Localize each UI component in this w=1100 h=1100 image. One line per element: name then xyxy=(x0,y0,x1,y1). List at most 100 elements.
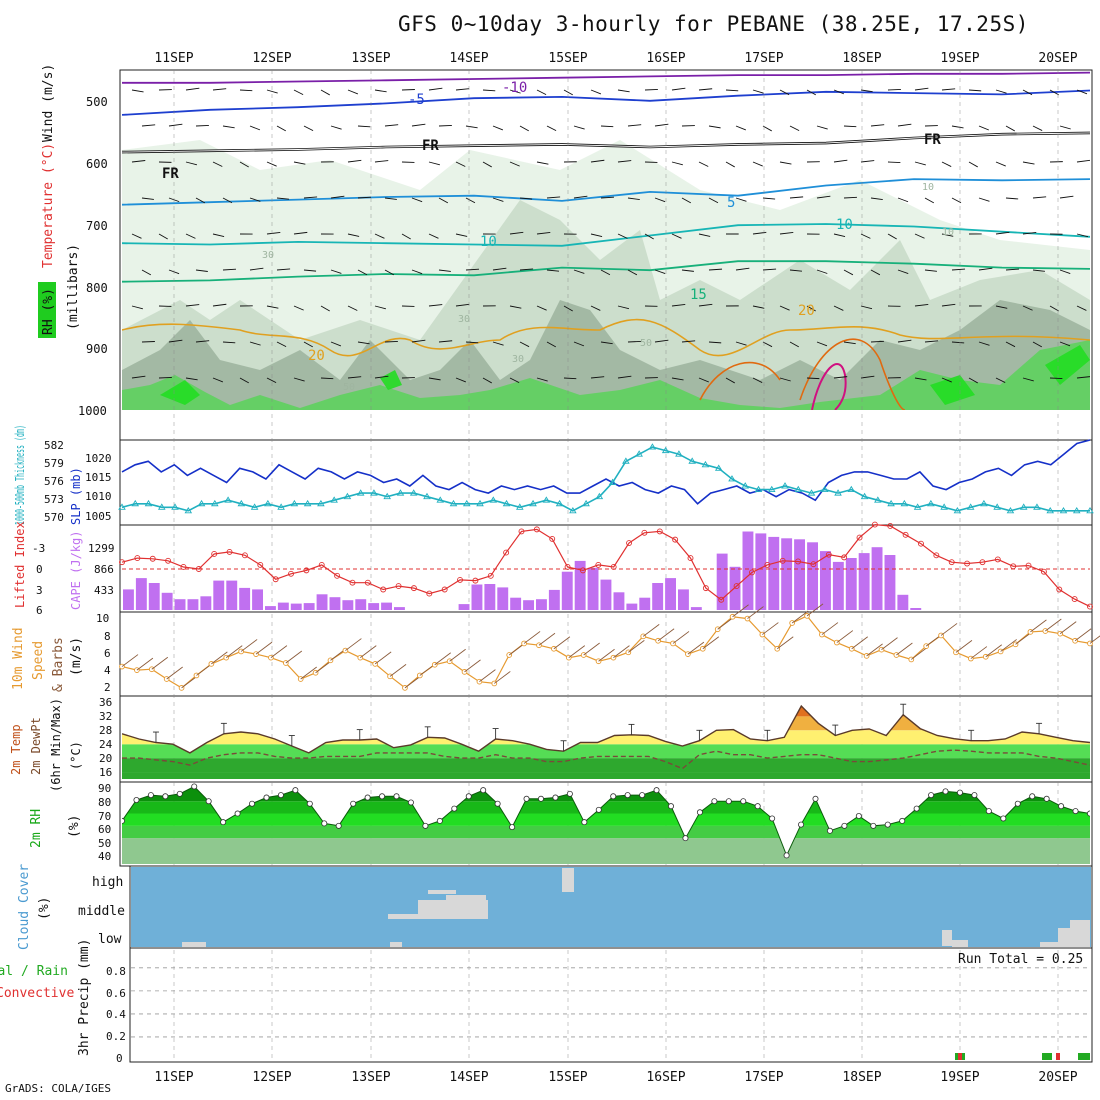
thickness-point xyxy=(927,499,935,507)
rh-shading xyxy=(122,340,1090,410)
wind-barb xyxy=(1059,269,1071,274)
cloud-background xyxy=(131,867,1091,947)
cloud-axis: high middle low Cloud Cover (%) xyxy=(17,864,125,950)
ylabel-wind: Wind (m/s) xyxy=(41,64,56,142)
wind-barb xyxy=(141,341,155,343)
rh2m-point xyxy=(1087,810,1090,817)
wind-barb xyxy=(357,196,372,199)
wind-barb xyxy=(654,339,669,343)
thickness-point xyxy=(436,496,445,503)
cape-bar xyxy=(768,536,780,610)
legend-total-rain: Total / Rain xyxy=(0,964,68,979)
wind-barb xyxy=(1049,377,1063,380)
day-label-top: 15SEP xyxy=(548,51,587,66)
wind-barb xyxy=(293,305,304,311)
wind-barb xyxy=(249,197,261,202)
rh-band xyxy=(135,788,1052,802)
wind-barb-10m xyxy=(672,631,690,644)
thickness-point xyxy=(529,499,537,507)
wind-barb-10m xyxy=(449,648,466,662)
wind-barb xyxy=(833,233,846,238)
thickness-point xyxy=(449,499,458,507)
rh2m-point xyxy=(350,800,357,807)
day-label-top: 13SEP xyxy=(351,51,390,66)
wind-barb-10m xyxy=(911,647,928,660)
rh-tick-90: 90 xyxy=(98,782,111,795)
wind-barb xyxy=(698,161,709,167)
wind-barb xyxy=(843,196,857,199)
contour-label: 10 xyxy=(836,217,853,233)
wind-barb xyxy=(266,89,278,94)
day-label-bottom: 11SEP xyxy=(154,1070,193,1085)
precip-bar xyxy=(958,1053,962,1060)
temp-band xyxy=(122,744,1090,759)
chart-title: GFS 0~10day 3-hourly for PEBANE (38.25E,… xyxy=(398,12,1029,36)
rh2m-point xyxy=(1072,808,1079,815)
wind-barb xyxy=(546,125,557,132)
wind-barb xyxy=(222,268,237,271)
wind-barb xyxy=(303,341,313,348)
thickness-point xyxy=(224,496,232,503)
wind-barb xyxy=(563,89,573,96)
cape-bar xyxy=(148,583,160,610)
slp-axis: 582 579 576 573 570 1020 1015 1010 1005 … xyxy=(13,425,112,525)
cape-bar xyxy=(561,571,573,610)
upper-air-ylabels: Wind (m/s) Temperature (°C) RH (%) (mill… xyxy=(38,64,81,338)
wind-barb xyxy=(789,125,800,132)
wind-barb xyxy=(897,123,912,127)
wind-barb xyxy=(590,159,605,163)
li-tick-0: 0 xyxy=(36,563,43,576)
wind-barb xyxy=(698,88,713,91)
wind-barb xyxy=(131,160,146,163)
temp-line xyxy=(122,704,1090,754)
wind-barb xyxy=(833,159,848,163)
rh2m-point xyxy=(263,794,270,801)
isotherm--5 xyxy=(122,89,1090,116)
wind-tick-10: 10 xyxy=(96,612,109,625)
temp-axis: 36 32 28 24 20 16 2m Temp 2m DewPt (6hr … xyxy=(9,696,113,792)
thickness-point xyxy=(940,503,948,510)
rh2m-point xyxy=(523,795,530,802)
wind-barb xyxy=(1076,376,1090,379)
wind-barb xyxy=(914,377,927,381)
wind-barb xyxy=(860,305,873,310)
wind-barb-10m xyxy=(404,675,422,689)
cape-bar xyxy=(613,592,625,610)
contour-labels: -10 -5 FR FR FR 5 10 10 15 20 20 30 30 30 50 50 10 10 xyxy=(162,80,954,393)
li-point xyxy=(994,556,1001,563)
thickness-point xyxy=(184,506,193,514)
wind-barb xyxy=(374,375,389,379)
wind-barb-10m xyxy=(479,669,496,683)
rh2m-point xyxy=(928,792,935,799)
wind-barb xyxy=(492,125,504,131)
li-point xyxy=(518,528,525,535)
cloud-patch xyxy=(942,930,952,946)
cloud-patch xyxy=(388,914,488,919)
cape-bar xyxy=(187,599,199,610)
li-point xyxy=(364,579,371,586)
wind-barb xyxy=(303,269,317,272)
wind-barb xyxy=(941,88,956,91)
wind-barb xyxy=(914,87,929,91)
contour-label: -5 xyxy=(408,92,425,108)
rh-tick-80: 80 xyxy=(98,796,111,809)
thickness-point xyxy=(953,506,962,514)
wind-barb xyxy=(195,124,209,127)
cape-bar xyxy=(742,531,754,610)
cape-bar xyxy=(820,551,831,610)
thickness-point xyxy=(502,499,511,507)
li-point xyxy=(964,560,971,567)
thickness-point xyxy=(966,503,975,510)
cape-tick-433: 433 xyxy=(94,584,114,597)
li-point xyxy=(887,523,894,529)
li-tick-3: 3 xyxy=(36,584,43,597)
thickness-point xyxy=(250,503,259,510)
isotherm-30 xyxy=(811,363,847,410)
cape-bar xyxy=(277,602,289,610)
isotherm-5 xyxy=(122,178,1090,206)
ylabel-2m-temp: 2m Temp xyxy=(9,724,23,775)
isotherm-10 xyxy=(122,223,1090,247)
wind-barb xyxy=(455,233,468,237)
y-tick-1000: 1000 xyxy=(78,404,107,418)
wind-barb xyxy=(374,233,385,239)
